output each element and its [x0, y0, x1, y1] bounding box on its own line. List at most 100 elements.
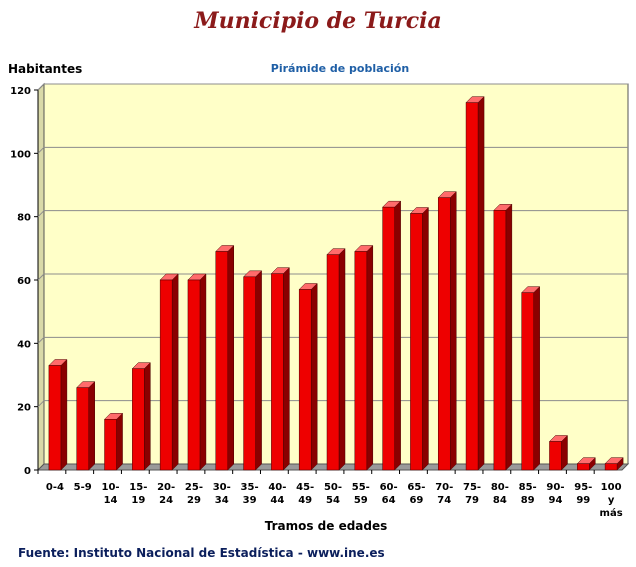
bar [354, 244, 374, 471]
y-tick-label: 20 [17, 403, 31, 414]
x-tick-label: 50-54 [324, 482, 342, 506]
bar-side [88, 381, 95, 471]
x-tick-label: 80-84 [491, 482, 509, 506]
x-tick-label: 75-79 [463, 482, 481, 506]
x-tick-label: 40-44 [268, 482, 286, 506]
x-tick-label: 20-24 [157, 482, 175, 506]
bar-front [48, 365, 62, 471]
bar-side [199, 273, 207, 471]
bar [242, 270, 263, 471]
source-note: Fuente: Instituto Nacional de Estadístic… [18, 546, 385, 560]
y-tick-label: 100 [10, 149, 31, 160]
bar [48, 358, 68, 471]
bar-side [477, 96, 485, 471]
x-tick-label: 0-4 [46, 482, 64, 493]
bar-side [505, 203, 513, 471]
x-tick-label: 45-49 [296, 482, 314, 506]
x-tick-label: 5-9 [74, 482, 92, 493]
bar [76, 381, 96, 471]
bar [576, 457, 596, 471]
x-tick-label: 85-89 [519, 482, 537, 506]
x-tick-label: 90-94 [546, 482, 564, 506]
population-bar-chart: 0 20 40 60 80 100 120 0-4 5-9 10-14 15-19 20-24 25-… [10, 82, 630, 519]
bar-front [187, 279, 201, 471]
bar-front [243, 276, 256, 471]
bar [382, 200, 402, 471]
x-tick-labels: 0-4 5-9 10-14 15-19 20-24 25-29 30-34 35-39 40-4… [37, 470, 623, 519]
bar [604, 457, 624, 471]
bar-front [437, 197, 451, 471]
bar-front [326, 254, 340, 471]
bar-side [533, 286, 540, 471]
x-tick-label: 25-29 [185, 482, 203, 506]
bar [298, 282, 318, 471]
x-tick-label: 70-74 [435, 482, 453, 506]
bar [493, 203, 513, 471]
bar-side [366, 244, 374, 471]
bar-front [521, 292, 534, 471]
bar [521, 286, 541, 471]
grid-line-side [37, 273, 45, 281]
bar-front [465, 102, 479, 471]
bar-side [227, 244, 235, 471]
bar-front [298, 289, 312, 471]
bar-side [283, 267, 290, 471]
grid-line-side [37, 83, 45, 91]
bar-side [449, 191, 457, 471]
bar-front [382, 206, 395, 471]
bar-side [60, 358, 68, 471]
x-tick-label: 15-19 [129, 482, 147, 506]
bar [215, 244, 235, 471]
bar-side [394, 200, 401, 471]
bar-front [577, 463, 590, 471]
bar-front [604, 463, 618, 471]
grid-line-side [37, 146, 45, 154]
bar [131, 362, 151, 471]
bar-side [422, 206, 429, 471]
x-tick-label: 10-14 [101, 482, 119, 506]
y-tick-label: 120 [10, 86, 31, 97]
bar [103, 412, 124, 471]
x-tick-label: 60-64 [380, 482, 398, 506]
y-tick-label: 40 [17, 339, 31, 350]
bar [187, 273, 207, 471]
x-tick-label: 35-39 [241, 482, 259, 506]
bar-front [410, 213, 423, 471]
bar-side [171, 273, 179, 471]
grid-line-side [37, 210, 45, 218]
bar-side [144, 362, 151, 471]
bar-side [255, 270, 262, 471]
bar-front [549, 441, 562, 471]
x-tick-label: 30-34 [213, 482, 231, 506]
x-tick-label: 95-99 [574, 482, 592, 506]
bar-side [310, 282, 318, 471]
bar-front [159, 279, 173, 471]
bar-front [271, 273, 284, 471]
bar [159, 273, 179, 471]
bars [48, 96, 624, 471]
bar-front [354, 251, 368, 471]
bar-side [338, 248, 346, 471]
bar [326, 248, 346, 471]
bar [548, 434, 569, 471]
chart-subtitle: Pirámide de población [270, 62, 410, 75]
bar-front [76, 387, 89, 471]
y-tick-label: 0 [24, 466, 31, 477]
y-axis-label: Habitantes [8, 62, 83, 76]
bar-side [116, 412, 123, 471]
y-tick-label: 60 [17, 276, 31, 287]
bar [465, 96, 485, 471]
bar [409, 206, 430, 471]
x-tick-label: 65-69 [407, 482, 425, 506]
y-tick-labels: 0 20 40 60 80 100 120 [10, 86, 38, 477]
bar-front [132, 368, 145, 471]
grid-line-side [37, 336, 45, 344]
x-tick-label: 100 y más [600, 482, 623, 519]
x-axis-label: Tramos de edades [264, 519, 388, 533]
chart-title: Municipio de Turcia [194, 8, 442, 34]
grid-line-side [37, 400, 45, 408]
x-tick-label: 55-59 [352, 482, 370, 506]
bar [270, 267, 290, 471]
bar-front [493, 210, 507, 471]
bar-front [104, 419, 117, 471]
